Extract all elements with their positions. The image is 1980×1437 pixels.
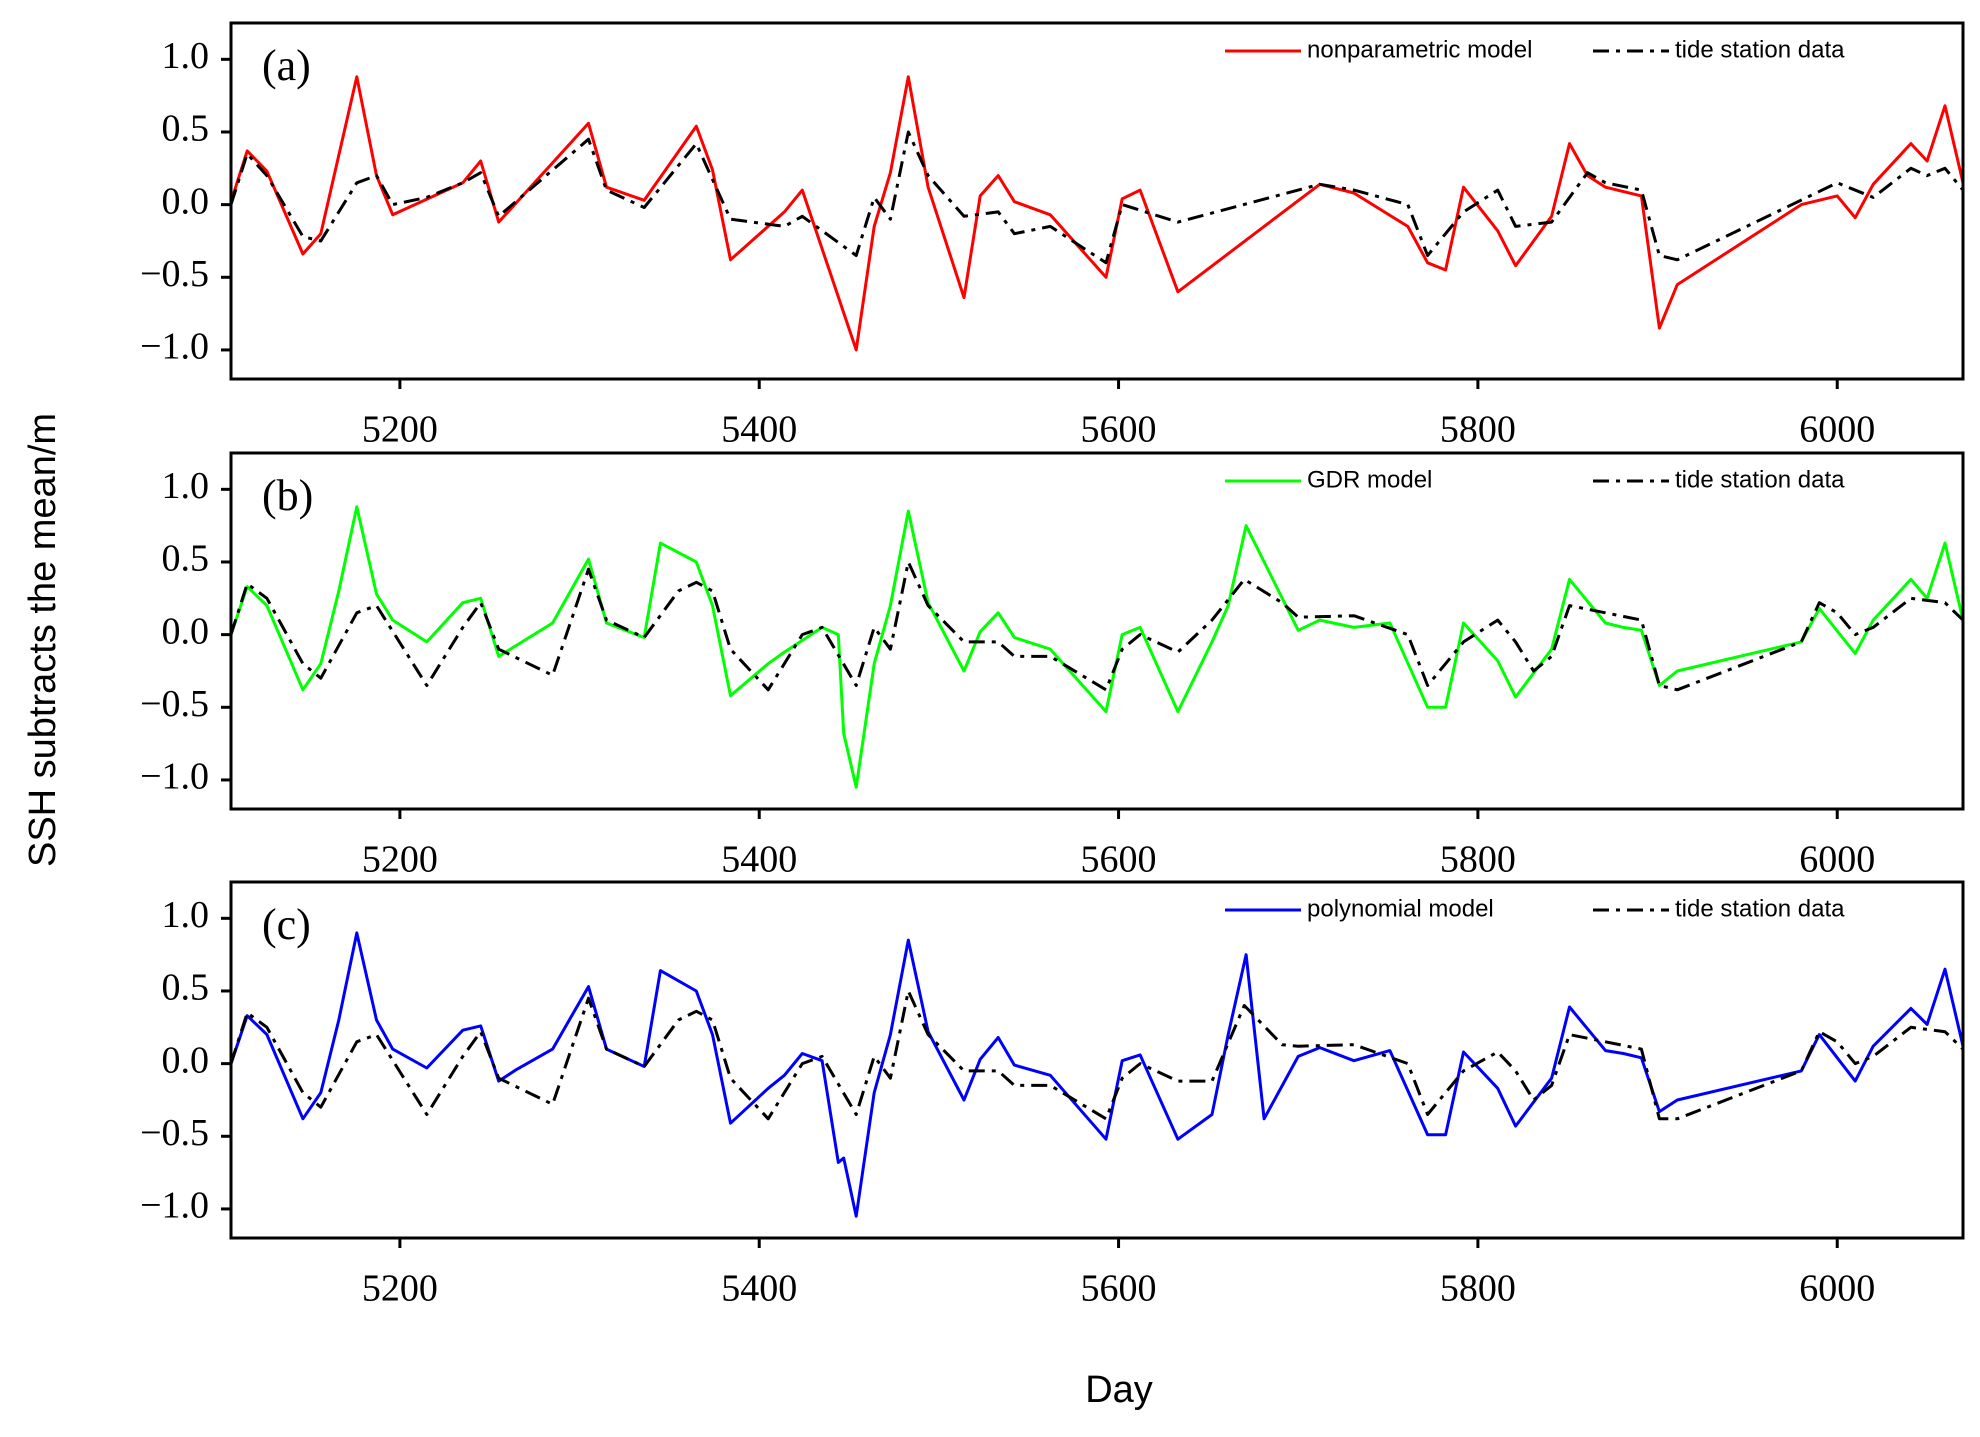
plot-frame	[229, 880, 1965, 1240]
panel-label: (b)	[262, 471, 313, 520]
x-tick-label: 5400	[721, 839, 797, 881]
x-tick-label: 5200	[362, 1268, 438, 1310]
x-axis-label: Day	[1085, 1369, 1153, 1411]
x-tick-label: 5200	[362, 839, 438, 881]
y-tick-label: −0.5	[140, 253, 209, 295]
plot-frame	[229, 21, 1965, 381]
legend-label: tide station data	[1675, 36, 1845, 63]
y-tick-label: −1.0	[140, 326, 209, 368]
legend-label: tide station data	[1675, 895, 1845, 922]
y-axis-label: SSH subtracts the mean/m	[22, 413, 64, 867]
series-line	[231, 505, 1963, 789]
y-tick-label: 0.0	[162, 1039, 210, 1081]
x-tick-label: 5800	[1440, 409, 1516, 451]
x-tick-label: 5200	[362, 409, 438, 451]
y-tick-label: 1.0	[162, 35, 210, 77]
x-tick-label: 5800	[1440, 839, 1516, 881]
plot-area	[231, 75, 1963, 352]
series-line	[231, 931, 1963, 1218]
plot-frame	[229, 451, 1965, 811]
y-tick-label: 0.0	[162, 610, 210, 652]
legend-label: polynomial model	[1307, 895, 1494, 922]
panel-label: (c)	[262, 900, 311, 949]
y-tick-label: 0.0	[162, 180, 210, 222]
y-tick-label: −1.0	[140, 756, 209, 798]
x-tick-label: 6000	[1799, 839, 1875, 881]
series-line	[231, 130, 1963, 265]
legend-label: tide station data	[1675, 466, 1845, 493]
x-tick-label: 5600	[1081, 839, 1157, 881]
x-tick-label: 5400	[721, 1268, 797, 1310]
panel-label: (a)	[262, 41, 311, 90]
x-tick-label: 5600	[1081, 409, 1157, 451]
panel: 1.0 0.5 0.0 −0.5 −1.0 5200 5400 5600 5800 6000 GDR…	[140, 451, 1965, 881]
y-tick-label: −0.5	[140, 1112, 209, 1154]
y-tick-label: −1.0	[140, 1185, 209, 1227]
x-tick-label: 6000	[1799, 409, 1875, 451]
legend-label: nonparametric model	[1307, 36, 1532, 63]
x-tick-label: 6000	[1799, 1268, 1875, 1310]
plot-area	[231, 505, 1963, 789]
y-tick-label: −0.5	[140, 683, 209, 725]
series-line	[231, 75, 1963, 352]
y-tick-label: 0.5	[162, 538, 210, 580]
y-tick-label: 0.5	[162, 108, 210, 150]
legend-label: GDR model	[1307, 466, 1432, 493]
x-tick-label: 5800	[1440, 1268, 1516, 1310]
panel: 1.0 0.5 0.0 −0.5 −1.0 5200 5400 5600 5800 6000 pol…	[140, 880, 1965, 1310]
x-tick-label: 5600	[1081, 1268, 1157, 1310]
series-line	[231, 560, 1963, 692]
y-tick-label: 0.5	[162, 967, 210, 1009]
y-tick-label: 1.0	[162, 465, 210, 507]
y-tick-label: 1.0	[162, 894, 210, 936]
plot-area	[231, 931, 1963, 1218]
x-tick-label: 5400	[721, 409, 797, 451]
panel: 1.0 0.5 0.0 −0.5 −1.0 5200 5400 5600 5800 6000 non…	[140, 21, 1965, 451]
series-line	[231, 989, 1963, 1121]
